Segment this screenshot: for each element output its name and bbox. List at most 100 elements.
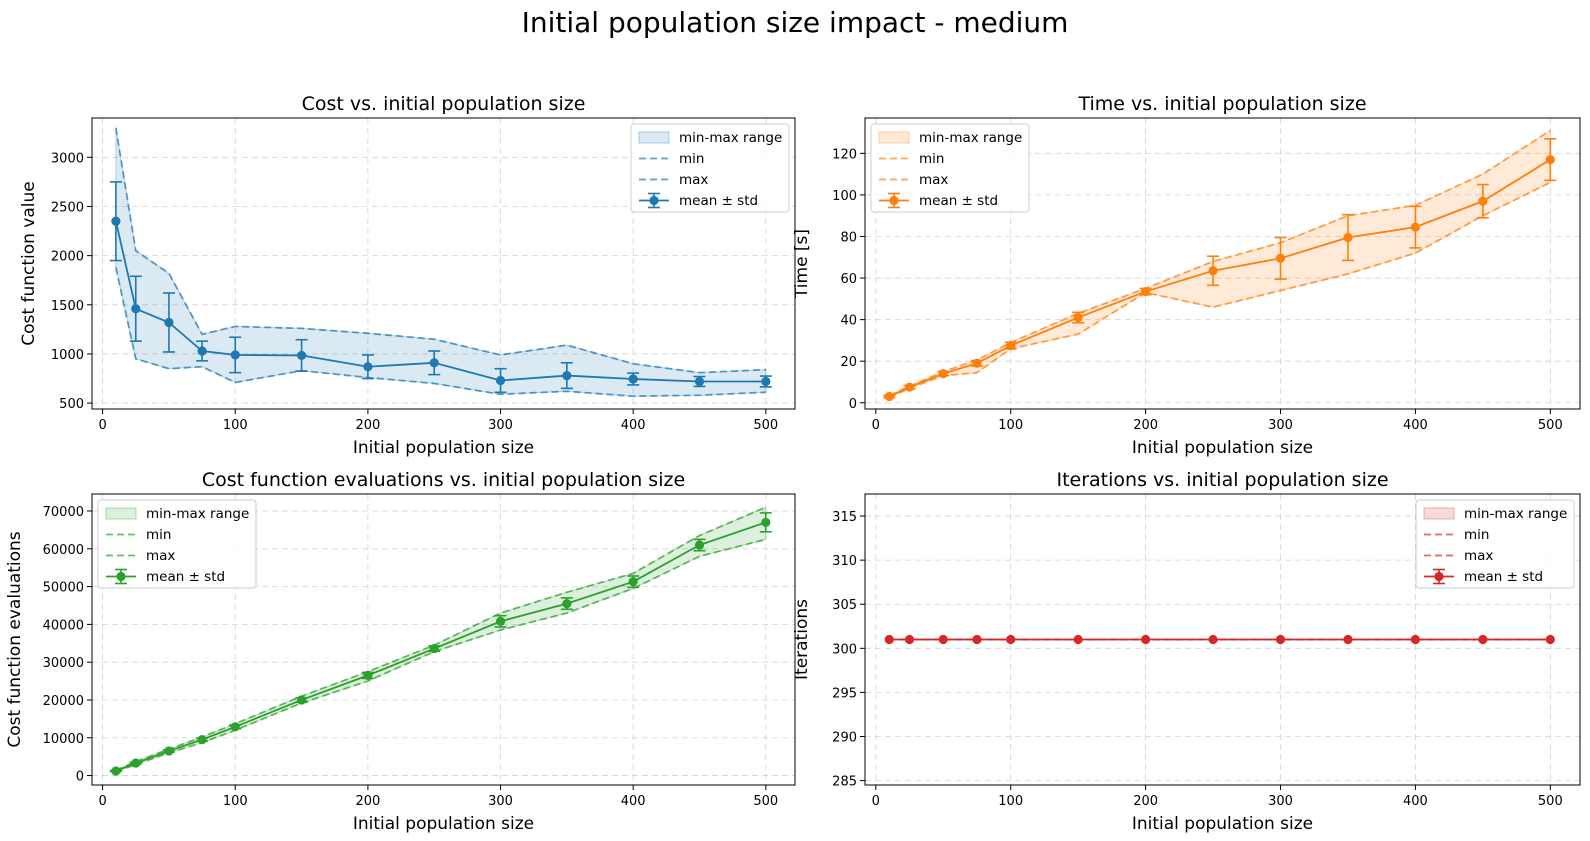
evals-ytick-label-5: 50000 xyxy=(43,581,84,596)
iters-xtick-label-1: 100 xyxy=(998,794,1023,809)
time-xtick-label-2: 200 xyxy=(1133,418,1158,433)
cost-mean-point-3 xyxy=(197,346,207,356)
time-mean-point-0 xyxy=(884,391,894,402)
cost-mean-point-2 xyxy=(164,317,174,328)
evals-xtick-label-4: 400 xyxy=(621,794,646,809)
iters-legend-box xyxy=(1415,499,1575,589)
evals-mean-point-11 xyxy=(694,540,705,550)
evals-ytick-label-0: 0 xyxy=(76,770,84,785)
time-axes-frame xyxy=(864,117,1581,410)
iters-ytick-label-0: 285 xyxy=(832,775,857,790)
evals-ytick-label-4: 40000 xyxy=(43,618,84,633)
cost-mean-point-11 xyxy=(694,376,705,387)
time-mean-point-11 xyxy=(1478,196,1488,206)
cost-xtick-label-1: 100 xyxy=(223,418,248,433)
evals-subplot: 0 100 200 300 400 500 0 10000 20000 30000 40000 500… xyxy=(5,469,796,834)
evals-mean-point-0 xyxy=(111,766,121,776)
time-ytick-label-0: 0 xyxy=(849,397,857,412)
evals-xtick-label-2: 200 xyxy=(355,794,380,809)
evals-legend: min-max range min max mean ± std xyxy=(97,499,257,589)
iters-mean-point-8 xyxy=(1275,634,1286,645)
cost-legend-label-2: max xyxy=(679,172,708,188)
time-ytick-label-3: 60 xyxy=(840,272,857,287)
evals-legend-label-3: mean ± std xyxy=(146,569,225,585)
time-mean-point-7 xyxy=(1208,266,1218,276)
time-legend-box xyxy=(870,123,1030,213)
cost-xlabel: Initial population size xyxy=(353,438,534,458)
evals-xtick-label-3: 300 xyxy=(488,794,513,809)
evals-legend-swatch-range xyxy=(105,507,137,520)
evals-ylabel: Cost function evaluations xyxy=(5,531,25,747)
iters-xtick-label-3: 300 xyxy=(1268,794,1293,809)
evals-mean-point-12 xyxy=(761,517,771,527)
time-mean-point-6 xyxy=(1141,286,1151,297)
iters-mean-point-1 xyxy=(904,634,915,645)
time-legend-label-2: max xyxy=(919,172,948,188)
evals-mean-point-8 xyxy=(495,616,506,626)
cost-xtick-label-2: 200 xyxy=(355,418,380,433)
time-ytick-label-6: 120 xyxy=(832,147,857,162)
cost-title: Cost vs. initial population size xyxy=(302,93,586,115)
iters-legend-label-3: mean ± std xyxy=(1464,569,1543,585)
iters-mean-point-0 xyxy=(884,634,894,645)
cost-ylabel: Cost function value xyxy=(19,181,39,345)
cost-mean-point-12 xyxy=(761,376,771,387)
cost-mean-point-0 xyxy=(111,216,121,226)
cost-legend-swatch-mean-point xyxy=(649,195,659,206)
iters-mean-point-6 xyxy=(1141,634,1151,645)
iters-axes-frame xyxy=(864,493,1581,786)
time-xtick-label-1: 100 xyxy=(998,418,1023,433)
iters-ytick-label-4: 305 xyxy=(832,598,857,613)
time-title: Time vs. initial population size xyxy=(1077,93,1366,115)
time-subplot: 0 100 200 300 400 500 0 20 40 60 80 100 120 Time vs. … xyxy=(792,93,1581,458)
iters-title: Iterations vs. initial population size xyxy=(1056,469,1388,491)
cost-ytick-label-4: 2500 xyxy=(51,200,84,215)
cost-mean-point-4 xyxy=(230,350,240,360)
cost-ytick-label-1: 1000 xyxy=(51,348,84,363)
evals-legend-swatch-mean-point xyxy=(116,571,126,582)
evals-mean-point-10 xyxy=(628,577,638,587)
cost-ytick-label-2: 1500 xyxy=(51,299,84,314)
time-xtick-label-3: 300 xyxy=(1268,418,1293,433)
evals-legend-box xyxy=(97,499,257,589)
evals-mean-point-1 xyxy=(131,758,141,768)
time-mean-point-10 xyxy=(1410,222,1421,232)
iters-ytick-label-6: 315 xyxy=(832,510,857,525)
figure-title: Initial population size impact - medium xyxy=(522,6,1069,39)
subplots: 0 100 200 300 400 50050010001500200025003000C… xyxy=(5,93,1581,834)
cost-max-line xyxy=(114,127,766,374)
time-mean-point-4 xyxy=(1006,341,1016,351)
cost-legend-label-0: min-max range xyxy=(679,130,782,146)
time-legend-label-1: min xyxy=(919,151,944,167)
cost-axes-frame xyxy=(91,117,796,410)
evals-ytick-label-7: 70000 xyxy=(43,505,84,520)
iters-ytick-label-5: 310 xyxy=(832,554,857,569)
evals-xtick-label-1: 100 xyxy=(223,794,248,809)
evals-mean-point-6 xyxy=(363,670,373,681)
time-mean-point-12 xyxy=(1545,154,1555,165)
evals-ytick-label-2: 20000 xyxy=(43,694,84,709)
cost-xtick-label-0: 0 xyxy=(98,418,106,433)
time-xtick-label-0: 0 xyxy=(872,418,880,433)
evals-mean-point-3 xyxy=(197,735,207,745)
iters-legend: min-max range min max mean ± std xyxy=(1415,499,1575,589)
iters-mean-point-9 xyxy=(1343,634,1353,645)
iters-ylabel: Iterations xyxy=(792,599,812,680)
iters-xtick-label-0: 0 xyxy=(872,794,880,809)
evals-title: Cost function evaluations vs. initial po… xyxy=(202,469,685,491)
cost-xtick-label-5: 500 xyxy=(753,418,778,433)
time-ylabel: Time [s] xyxy=(792,229,812,299)
evals-legend-label-0: min-max range xyxy=(146,506,249,522)
evals-ytick-label-3: 30000 xyxy=(43,656,84,671)
iters-ytick-label-2: 295 xyxy=(832,686,857,701)
evals-mean-point-7 xyxy=(429,643,439,654)
evals-mean-point-5 xyxy=(296,695,307,705)
cost-mean-point-5 xyxy=(296,350,307,361)
evals-xtick-label-5: 500 xyxy=(753,794,778,809)
time-legend-swatch-mean-point xyxy=(889,195,899,206)
time-ytick-label-4: 80 xyxy=(840,230,857,245)
time-mean-point-9 xyxy=(1343,232,1353,243)
iters-xlabel: Initial population size xyxy=(1132,814,1313,834)
evals-xlabel: Initial population size xyxy=(353,814,534,834)
